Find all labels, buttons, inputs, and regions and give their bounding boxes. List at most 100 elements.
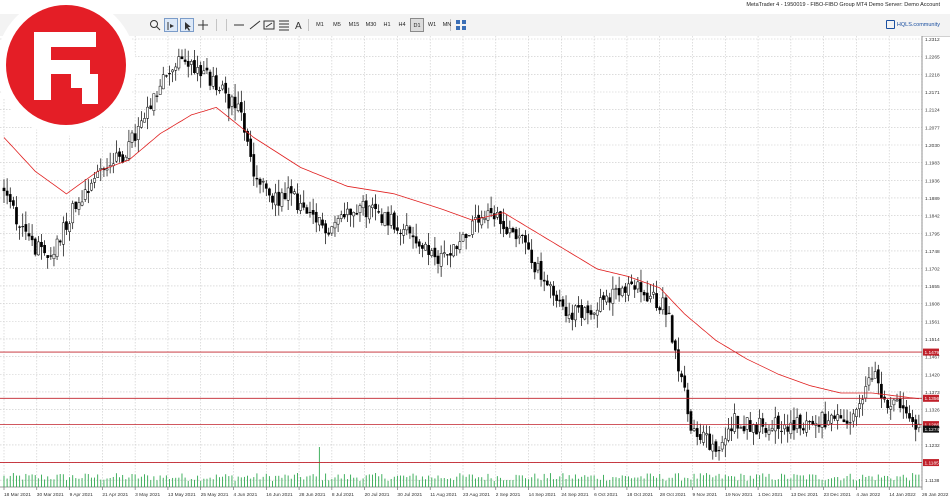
candle [786, 414, 790, 443]
date-tick-label: 14 Jan 2022 [889, 492, 916, 498]
timeframe-d1[interactable]: D1 [410, 18, 424, 32]
candle [455, 244, 459, 256]
candle [630, 274, 633, 285]
candle [152, 93, 156, 116]
candle [261, 177, 265, 193]
candle [730, 416, 733, 442]
price-tick-label: 1.2124 [925, 108, 940, 114]
timeframe-m5[interactable]: M5 [333, 22, 341, 28]
zoom-in-icon[interactable] [148, 18, 162, 32]
price-tick-label: 1.1702 [925, 266, 940, 272]
candle [480, 210, 484, 229]
candle [99, 158, 103, 182]
crosshair-icon[interactable] [196, 18, 210, 32]
candle [408, 224, 412, 239]
candle [321, 212, 324, 229]
candle [680, 370, 683, 383]
candle [324, 219, 327, 245]
timeframe-w1[interactable]: W1 [427, 22, 437, 28]
candle [289, 179, 293, 206]
candle [648, 284, 652, 303]
candle [702, 425, 705, 446]
date-tick-label: 25 May 2021 [201, 492, 229, 498]
candle [15, 196, 18, 231]
date-tick-label: 28 Oct 2021 [660, 492, 686, 498]
candle [717, 446, 721, 461]
candle [442, 240, 446, 258]
candle [520, 234, 524, 244]
price-tick-label: 1.2218 [925, 72, 940, 78]
candle [577, 296, 580, 313]
candle [848, 411, 852, 435]
candle [230, 94, 234, 116]
candle [308, 201, 312, 218]
candle [446, 254, 449, 266]
candle [283, 182, 287, 201]
candle [739, 425, 743, 429]
price-chart[interactable]: 1.2312 1.2265 1.2218 1.2171 1.2124 1.2077 1.20… [0, 36, 950, 500]
timeframe-m1[interactable]: M1 [316, 22, 324, 28]
templates-icon[interactable] [454, 18, 468, 32]
date-tick-label: 24 Sep 2021 [561, 492, 589, 498]
candle [249, 130, 253, 162]
date-tick-label: 18 Oct 2021 [627, 492, 653, 498]
candle [617, 276, 621, 302]
date-tick-label: 16 Jun 2021 [266, 492, 293, 498]
candle [536, 256, 540, 274]
cursor-icon[interactable] [180, 18, 194, 32]
candle [105, 158, 109, 177]
timeframe-m30[interactable]: M30 [365, 22, 377, 28]
candle [327, 227, 331, 237]
candle [90, 179, 93, 192]
candle [255, 165, 259, 188]
trendline-icon[interactable] [248, 18, 262, 32]
candle [708, 425, 712, 451]
candle [502, 208, 505, 238]
date-tick-label: 20 Jul 2021 [365, 492, 390, 498]
channel-icon[interactable] [262, 18, 276, 32]
date-tick-label: 1 Dec 2021 [758, 492, 783, 498]
candle [736, 415, 740, 439]
candle [161, 66, 165, 90]
candle [165, 74, 168, 78]
level-price-label: 1.1286 [925, 422, 940, 428]
candle [21, 213, 25, 237]
candle [427, 233, 431, 266]
price-tick-label: 1.1983 [925, 161, 940, 167]
timeframe-m15[interactable]: M15 [348, 22, 360, 28]
chart-shift-icon[interactable] [164, 18, 178, 32]
text-tool-icon[interactable]: A [292, 18, 306, 32]
candle [539, 252, 543, 287]
candle [452, 244, 455, 258]
candle [24, 211, 28, 240]
date-tick-label: 26 Jan 2022 [922, 492, 949, 498]
candle [296, 183, 299, 214]
timeframe-h4[interactable]: H4 [398, 22, 406, 28]
candle [74, 201, 78, 213]
candle [908, 405, 911, 422]
candle [93, 171, 96, 189]
date-tick-label: 3 May 2021 [135, 492, 160, 498]
candle [720, 435, 724, 452]
timeframe-mn[interactable]: MN [442, 22, 452, 28]
timeframe-h1[interactable]: H1 [383, 22, 391, 28]
candle [342, 202, 346, 220]
candle [236, 91, 240, 113]
candle [761, 412, 765, 434]
horizontal-line-icon[interactable] [232, 18, 246, 32]
candle [243, 100, 246, 141]
fibonacci-icon[interactable] [277, 18, 291, 32]
candle [124, 154, 128, 161]
price-tick-label: 1.1561 [925, 319, 940, 325]
community-link[interactable]: HQLS.community [885, 18, 940, 32]
candle [12, 196, 15, 209]
candle [489, 196, 493, 218]
candle [811, 415, 815, 426]
candle [633, 279, 637, 298]
candle [595, 302, 599, 328]
level-price-badge [923, 459, 939, 467]
candle [467, 235, 471, 237]
price-tick-label: 1.1936 [925, 178, 940, 184]
candle [386, 206, 390, 235]
candle [268, 187, 271, 203]
